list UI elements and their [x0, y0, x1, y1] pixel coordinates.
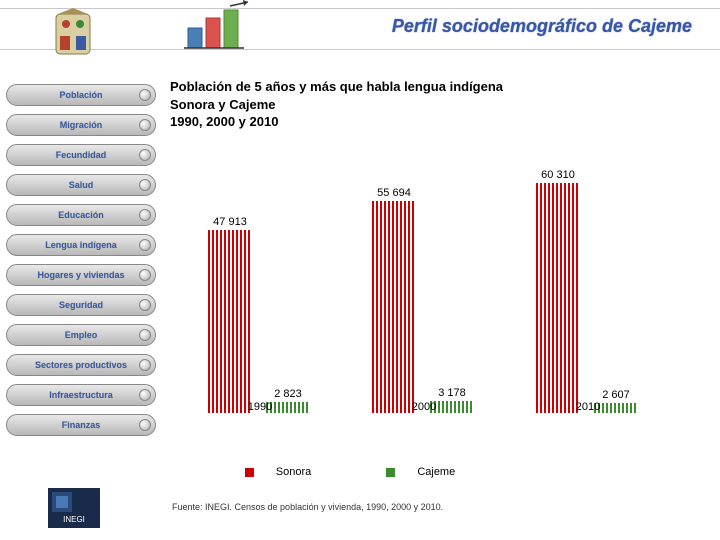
sidebar-item-label: Seguridad: [59, 300, 103, 310]
crest-icon: [48, 6, 98, 66]
source-text: Fuente: INEGI. Censos de población y viv…: [172, 502, 443, 512]
sidebar-item-label: Infraestructura: [49, 390, 113, 400]
bullet-icon: [139, 179, 151, 191]
sidebar-item-poblacion[interactable]: Población: [6, 84, 156, 106]
sidebar-item-finanzas[interactable]: Finanzas: [6, 414, 156, 436]
bullet-icon: [139, 299, 151, 311]
bullet-icon: [139, 239, 151, 251]
inegi-logo-icon: INEGI: [48, 488, 100, 528]
sidebar-item-label: Hogares y viviendas: [37, 270, 124, 280]
bullet-icon: [139, 359, 151, 371]
page-title: Perfil sociodemográfico de Cajeme: [392, 16, 692, 37]
bar-sonora: 55 694: [372, 201, 416, 413]
legend-swatch-icon: [386, 468, 395, 477]
sidebar-item-infraestructura[interactable]: Infraestructura: [6, 384, 156, 406]
bar-value-label: 2 823: [274, 388, 302, 400]
content: Población de 5 años y más que habla leng…: [170, 78, 700, 518]
bullet-icon: [139, 389, 151, 401]
chart-title: Población de 5 años y más que habla leng…: [170, 78, 700, 131]
bar-sonora: 47 913: [208, 230, 252, 413]
sidebar-item-label: Educación: [58, 210, 104, 220]
bullet-icon: [139, 209, 151, 221]
year-axis-label: 2010: [518, 401, 658, 413]
sidebar-item-label: Población: [59, 90, 102, 100]
sidebar-item-migracion[interactable]: Migración: [6, 114, 156, 136]
chart-title-line: 1990, 2000 y 2010: [170, 114, 278, 129]
bullet-icon: [139, 419, 151, 431]
sidebar-item-sectores[interactable]: Sectores productivos: [6, 354, 156, 376]
chart-area: 47 913 2 8231990 55 694 3 178 2000 60 310 2 60…: [170, 143, 670, 413]
sidebar-item-hogares[interactable]: Hogares y viviendas: [6, 264, 156, 286]
bullet-icon: [139, 89, 151, 101]
bullet-icon: [139, 329, 151, 341]
sidebar-item-salud[interactable]: Salud: [6, 174, 156, 196]
svg-text:INEGI: INEGI: [63, 515, 85, 524]
sidebar-item-lengua[interactable]: Lengua indígena: [6, 234, 156, 256]
chart-title-line: Sonora y Cajeme: [170, 97, 276, 112]
sidebar: Población Migración Fecundidad Salud Edu…: [6, 84, 156, 444]
sidebar-item-label: Fecundidad: [56, 150, 107, 160]
year-axis-label: 2000: [354, 401, 494, 413]
bar-value-label: 3 178: [438, 387, 466, 399]
sidebar-item-label: Sectores productivos: [35, 360, 127, 370]
sidebar-item-fecundidad[interactable]: Fecundidad: [6, 144, 156, 166]
year-axis-label: 1990: [190, 401, 330, 413]
sidebar-item-empleo[interactable]: Empleo: [6, 324, 156, 346]
legend-item-sonora: Sonora: [227, 466, 329, 478]
bar-value-label: 47 913: [213, 216, 247, 228]
legend-item-cajeme: Cajeme: [368, 466, 473, 478]
sidebar-item-label: Salud: [69, 180, 94, 190]
sidebar-item-label: Lengua indígena: [45, 240, 117, 250]
sidebar-item-seguridad[interactable]: Seguridad: [6, 294, 156, 316]
chart-title-line: Población de 5 años y más que habla leng…: [170, 79, 503, 94]
header: Perfil sociodemográfico de Cajeme: [0, 0, 720, 58]
chart-legend: Sonora Cajeme: [170, 466, 530, 478]
legend-label: Cajeme: [417, 466, 455, 478]
sidebar-item-label: Migración: [60, 120, 103, 130]
bar-value-label: 2 607: [602, 389, 630, 401]
bar-value-label: 60 310: [541, 169, 575, 181]
legend-label: Sonora: [276, 466, 311, 478]
bullet-icon: [139, 149, 151, 161]
sidebar-item-label: Finanzas: [62, 420, 101, 430]
bar-value-label: 55 694: [377, 187, 411, 199]
legend-swatch-icon: [245, 468, 254, 477]
sidebar-item-educacion[interactable]: Educación: [6, 204, 156, 226]
sidebar-item-label: Empleo: [65, 330, 98, 340]
bar-chart-icon: [180, 0, 260, 50]
bullet-icon: [139, 119, 151, 131]
bullet-icon: [139, 269, 151, 281]
bar-sonora: 60 310: [536, 183, 580, 413]
